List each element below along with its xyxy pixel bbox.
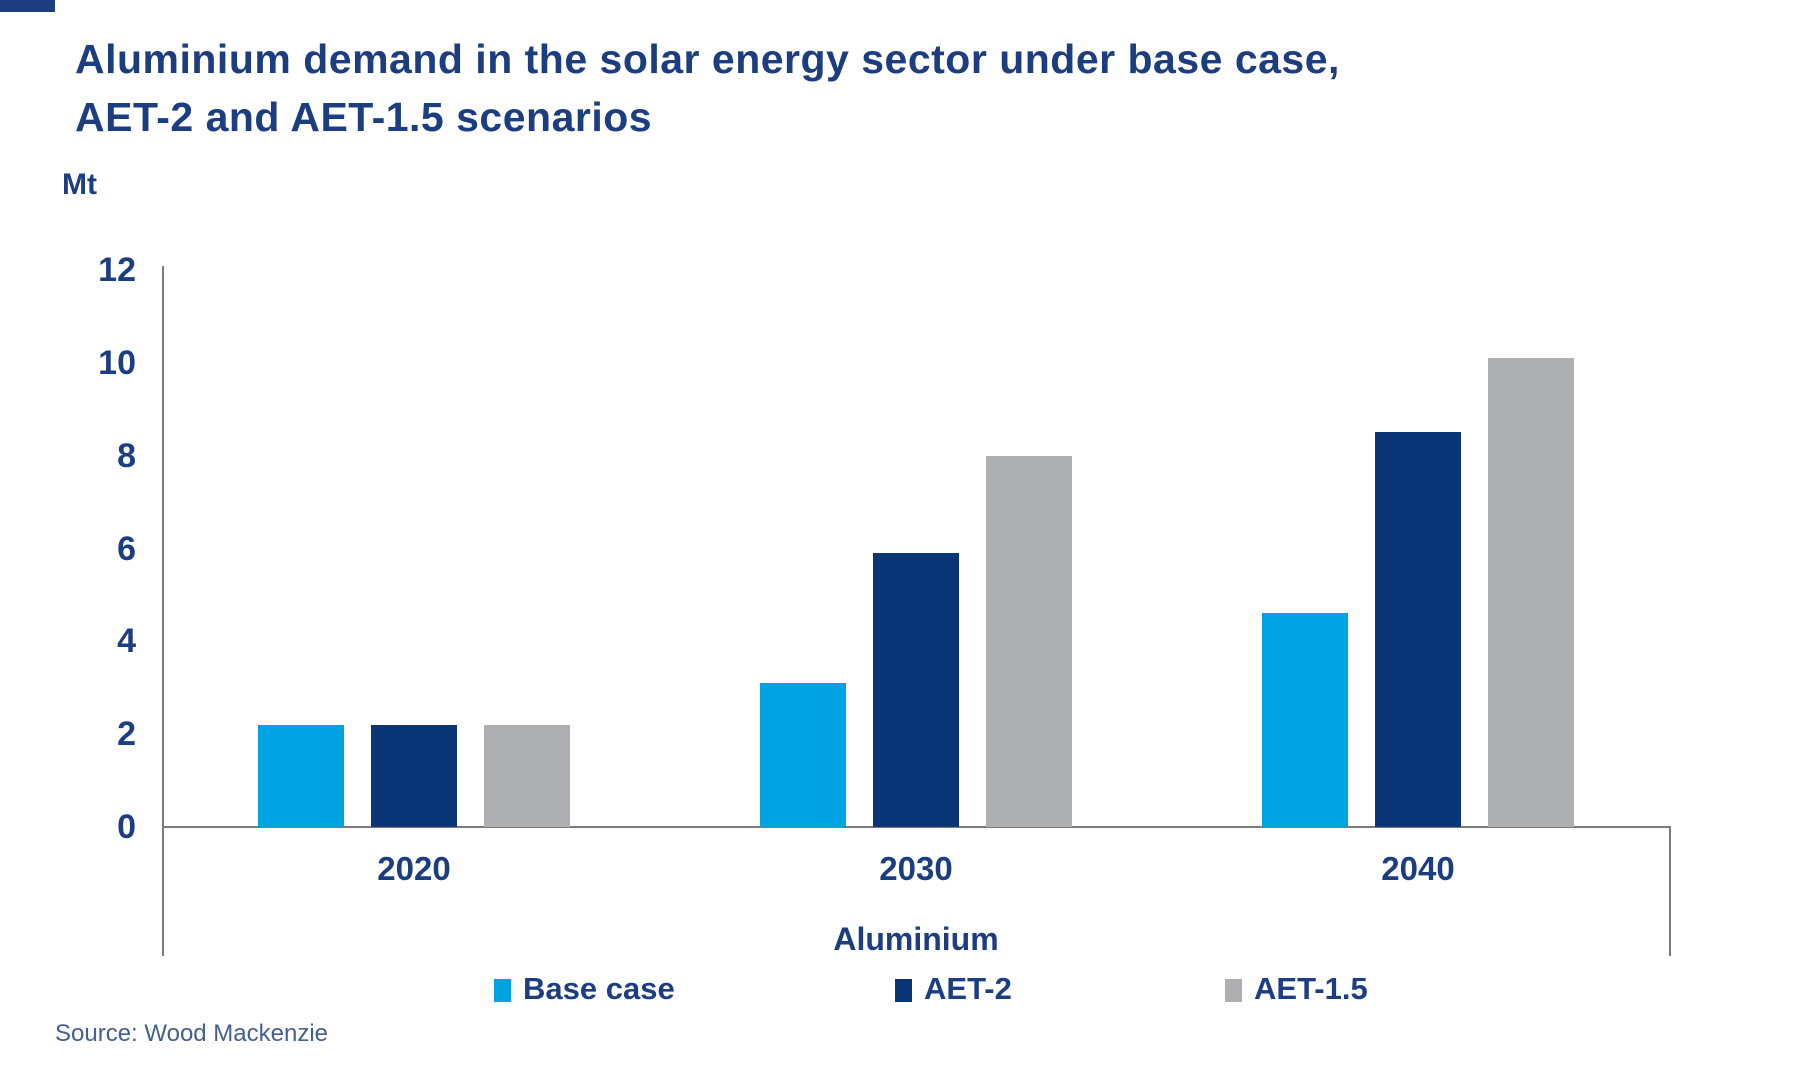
- legend-item-aet-1-5: AET-1.5: [1225, 971, 1368, 1007]
- chart-title: Aluminium demand in the solar energy sec…: [75, 36, 1340, 141]
- bar-group-2040: [1262, 270, 1574, 827]
- legend-label-aet-1-5: AET-1.5: [1254, 971, 1368, 1006]
- bar-aet-2-2040: [1375, 432, 1461, 827]
- bar-aet-1-5-2040: [1488, 358, 1574, 827]
- x-axis-line: [162, 826, 1671, 828]
- x-axis-title: Aluminium: [833, 921, 999, 957]
- y-axis-tick-label-4: 4: [117, 622, 136, 661]
- x-axis-category-label-2020: 2020: [377, 850, 451, 887]
- y-axis-tick-label-10: 10: [98, 343, 136, 382]
- y-axis-tick-label-0: 0: [117, 808, 136, 846]
- bar-aet-1-5-2030: [986, 455, 1072, 827]
- source-note: Source: Wood Mackenzie: [55, 1020, 329, 1047]
- x-axis-category-label-2030: 2030: [879, 850, 953, 887]
- legend-label-aet-2: AET-2: [924, 971, 1012, 1006]
- legend-item-base-case: Base case: [494, 971, 675, 1007]
- legend-swatch-base-case: [494, 978, 511, 1002]
- y-axis-line: [162, 266, 164, 956]
- bar-aet-2-2020: [371, 724, 457, 827]
- bar-base-case-2040: [1262, 613, 1348, 827]
- x-axis-right-border: [1669, 826, 1671, 956]
- legend-swatch-aet-1-5: [1225, 978, 1242, 1002]
- x-axis-category-label-2040: 2040: [1381, 850, 1455, 887]
- bar-base-case-2020: [258, 724, 344, 827]
- bar-base-case-2030: [760, 683, 846, 827]
- page-corner-mark: [0, 0, 55, 12]
- y-axis-tick-label-2: 2: [117, 715, 136, 754]
- y-axis-tick-label-8: 8: [117, 436, 136, 475]
- legend-item-aet-2: AET-2: [895, 971, 1012, 1007]
- bar-group-2030: [760, 270, 1072, 827]
- y-axis-unit-label: Mt: [62, 168, 97, 201]
- legend-label-base-case: Base case: [523, 971, 675, 1006]
- legend-swatch-aet-2: [895, 978, 912, 1002]
- bar-aet-2-2030: [873, 553, 959, 827]
- bar-group-2020: [258, 270, 570, 827]
- y-axis-tick-label-6: 6: [117, 529, 136, 568]
- y-axis-tick-label-12: 12: [98, 251, 136, 289]
- bar-aet-1-5-2020: [484, 724, 570, 827]
